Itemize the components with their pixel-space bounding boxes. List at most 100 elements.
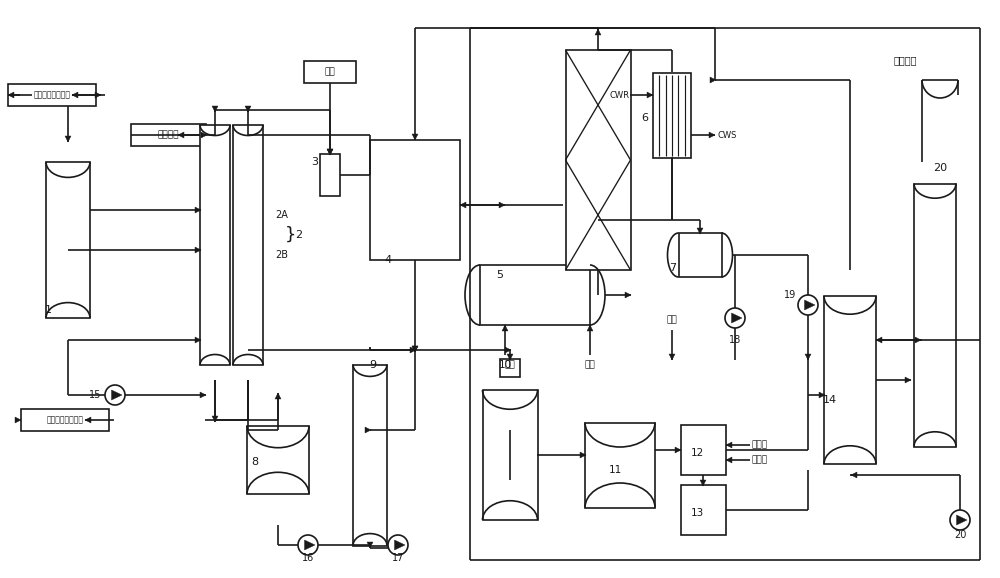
Text: 14: 14 — [823, 395, 837, 405]
Bar — [233, 125, 263, 365]
Polygon shape — [819, 392, 825, 398]
Text: 萃取剂: 萃取剂 — [752, 440, 768, 450]
Polygon shape — [367, 542, 373, 548]
Polygon shape — [201, 132, 207, 138]
Polygon shape — [412, 346, 418, 352]
Bar — [370, 140, 460, 260]
Text: 20: 20 — [933, 163, 947, 173]
Polygon shape — [625, 292, 631, 298]
Polygon shape — [726, 442, 732, 448]
Text: 碱液: 碱液 — [667, 316, 677, 324]
Bar — [353, 365, 387, 546]
Polygon shape — [505, 347, 511, 353]
Polygon shape — [95, 92, 101, 98]
Text: 4: 4 — [384, 255, 392, 265]
Polygon shape — [507, 354, 513, 360]
Circle shape — [105, 385, 125, 405]
Polygon shape — [697, 228, 703, 234]
Bar — [653, 72, 691, 157]
Polygon shape — [304, 540, 315, 550]
Text: 9: 9 — [369, 360, 377, 370]
Text: 2B: 2B — [275, 250, 288, 260]
Polygon shape — [85, 417, 91, 423]
Text: 碱液: 碱液 — [505, 361, 515, 369]
Bar — [200, 125, 230, 365]
Polygon shape — [112, 390, 122, 400]
Polygon shape — [65, 136, 71, 142]
Text: 2A: 2A — [275, 210, 288, 220]
Polygon shape — [8, 92, 14, 98]
Polygon shape — [580, 452, 586, 458]
Polygon shape — [195, 337, 201, 343]
Polygon shape — [675, 447, 681, 453]
Polygon shape — [956, 515, 967, 525]
Polygon shape — [804, 300, 815, 310]
Text: 10: 10 — [498, 360, 512, 370]
Text: 12: 12 — [690, 448, 704, 458]
Polygon shape — [595, 29, 601, 35]
Polygon shape — [412, 346, 418, 352]
Polygon shape — [851, 472, 857, 478]
Polygon shape — [412, 134, 418, 140]
Polygon shape — [876, 337, 882, 343]
Bar — [8, 84, 96, 106]
Text: 7: 7 — [669, 263, 677, 273]
Polygon shape — [905, 377, 911, 383]
Text: 1: 1 — [44, 305, 52, 315]
Polygon shape — [15, 417, 21, 423]
Bar — [678, 233, 722, 277]
Polygon shape — [212, 106, 218, 112]
Text: 碱液: 碱液 — [585, 361, 595, 369]
Text: 11: 11 — [608, 465, 622, 475]
Text: 18: 18 — [729, 335, 741, 345]
Bar — [247, 426, 309, 494]
Polygon shape — [460, 202, 466, 208]
Text: 尾气放空: 尾气放空 — [893, 55, 917, 65]
Polygon shape — [195, 207, 201, 213]
Polygon shape — [709, 132, 715, 138]
Polygon shape — [72, 92, 78, 98]
Polygon shape — [212, 416, 218, 422]
Text: 萃取液主循环处理: 萃取液主循环处理 — [46, 416, 84, 424]
Polygon shape — [499, 202, 505, 208]
Bar — [680, 425, 726, 475]
Text: 萃取原液: 萃取原液 — [157, 131, 179, 139]
Bar — [585, 423, 655, 507]
Text: 20: 20 — [954, 530, 966, 540]
Polygon shape — [700, 480, 706, 486]
Text: 含铀废水处理系统: 含铀废水处理系统 — [34, 91, 70, 99]
Polygon shape — [647, 92, 653, 98]
Bar — [680, 485, 726, 535]
Bar — [320, 154, 340, 196]
Bar — [46, 162, 90, 318]
Circle shape — [388, 535, 408, 555]
Polygon shape — [805, 354, 811, 360]
Bar — [566, 50, 631, 270]
Text: 17: 17 — [392, 553, 404, 563]
Text: 8: 8 — [251, 457, 259, 467]
Polygon shape — [394, 540, 405, 550]
Circle shape — [725, 308, 745, 328]
Polygon shape — [195, 247, 201, 253]
Text: 5: 5 — [496, 270, 504, 280]
Text: 16: 16 — [302, 553, 314, 563]
Polygon shape — [327, 149, 333, 155]
Bar — [480, 265, 590, 325]
Bar — [130, 124, 206, 146]
Polygon shape — [726, 457, 732, 463]
Text: 2: 2 — [295, 230, 302, 240]
Polygon shape — [275, 393, 281, 399]
Polygon shape — [245, 106, 251, 112]
Text: CWS: CWS — [718, 131, 737, 139]
Polygon shape — [732, 313, 742, 323]
Bar — [304, 61, 356, 83]
Polygon shape — [365, 427, 371, 433]
Text: 6: 6 — [642, 113, 648, 123]
Polygon shape — [200, 392, 206, 398]
Text: CWR: CWR — [610, 91, 630, 99]
Text: 13: 13 — [690, 508, 704, 518]
Bar — [824, 296, 876, 464]
Polygon shape — [502, 325, 508, 331]
Bar — [21, 409, 109, 431]
Polygon shape — [178, 132, 184, 138]
